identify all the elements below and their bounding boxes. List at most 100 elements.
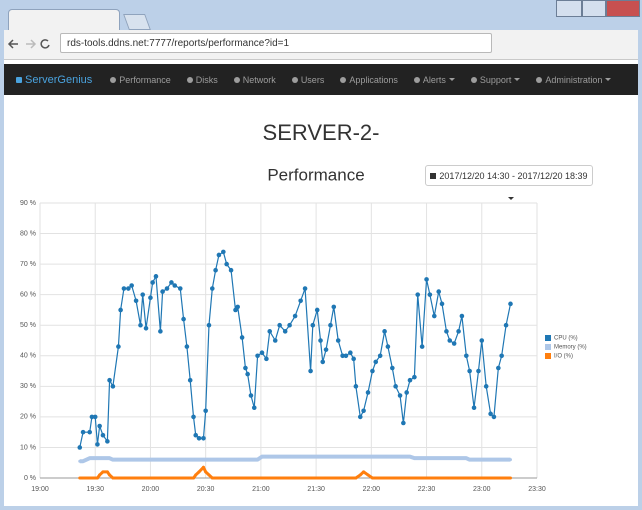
data-point (98, 456, 102, 460)
data-point (464, 456, 468, 460)
nav-item[interactable]: Alerts (413, 75, 455, 85)
data-point (390, 476, 394, 480)
nav-item[interactable]: Applications (340, 75, 398, 85)
data-point (405, 476, 409, 480)
data-point (357, 414, 363, 420)
data-point (273, 476, 277, 480)
nav-icon (110, 76, 117, 83)
nav-item[interactable]: Network (233, 75, 276, 85)
data-point (272, 338, 278, 343)
date-range-picker[interactable]: 2017/12/20 14:30 - 2017/12/20 18:39 (425, 165, 593, 200)
data-point (378, 455, 382, 459)
data-point (246, 458, 250, 462)
data-point (214, 458, 218, 462)
data-point (188, 458, 192, 462)
data-point (451, 341, 457, 346)
data-point (210, 458, 214, 462)
data-point (78, 476, 82, 480)
data-point (173, 458, 177, 462)
brand-text: ServerGenius (25, 73, 93, 86)
data-point (273, 455, 277, 459)
data-point (201, 458, 205, 462)
nav-item[interactable]: Performance (110, 75, 171, 85)
data-point (508, 476, 512, 480)
nav-icon (291, 76, 298, 83)
data-point (235, 304, 240, 310)
data-point (439, 301, 445, 307)
forward-button[interactable] (26, 39, 37, 49)
data-point (303, 476, 307, 480)
nav-item[interactable]: Administration (536, 75, 612, 85)
data-point (122, 458, 126, 462)
data-point (256, 458, 260, 462)
nav-icon (233, 76, 240, 83)
data-point (236, 476, 240, 480)
data-point (240, 458, 244, 462)
chart-title: Performance (267, 165, 364, 184)
data-point (332, 455, 336, 459)
data-point (246, 476, 250, 480)
minimize-button[interactable] (556, 0, 582, 17)
data-point (185, 458, 189, 462)
data-point (309, 455, 313, 459)
data-point (343, 353, 349, 359)
data-point (308, 368, 313, 374)
data-point (412, 476, 416, 480)
data-point (397, 393, 403, 398)
browser-tab[interactable] (8, 9, 120, 31)
data-point (383, 476, 387, 480)
data-point (358, 473, 362, 477)
address-bar[interactable]: rds-tools.ddns.net:7777/reports/performa… (60, 33, 492, 53)
data-point (90, 476, 94, 480)
back-button[interactable] (7, 39, 18, 49)
caret (448, 78, 455, 81)
nav-item[interactable]: Users (291, 75, 324, 85)
data-point (203, 408, 208, 414)
data-point (425, 476, 429, 480)
data-point (398, 455, 402, 459)
data-point (154, 458, 158, 462)
nav-label: Support (479, 74, 512, 85)
data-point (105, 456, 109, 460)
data-point (139, 458, 143, 462)
data-point (193, 432, 199, 438)
data-point (178, 458, 182, 462)
brand[interactable]: ServerGenius (16, 74, 92, 86)
data-point (468, 476, 472, 480)
nav-item[interactable]: Disks (186, 75, 218, 85)
data-point (401, 420, 406, 426)
close-button[interactable] (606, 0, 640, 17)
data-point (456, 329, 461, 334)
data-point (332, 476, 336, 480)
x-tick-label: 22:00 (363, 486, 381, 493)
data-point (161, 476, 165, 480)
data-point (460, 476, 464, 480)
data-point (252, 476, 256, 480)
data-point (457, 476, 461, 480)
data-point (293, 455, 297, 459)
maximize-button[interactable] (582, 0, 606, 17)
data-point (210, 476, 214, 480)
new-tab-button[interactable] (123, 14, 151, 30)
nav-icon (536, 76, 543, 83)
data-point (385, 344, 391, 349)
data-point (182, 458, 186, 462)
data-point (177, 286, 183, 291)
reload-button[interactable] (40, 39, 50, 49)
data-point (130, 476, 134, 480)
data-point (197, 470, 201, 474)
data-point (358, 455, 362, 459)
nav-label: Applications (349, 74, 398, 85)
data-point (264, 476, 268, 480)
data-point (188, 476, 192, 480)
caret (507, 197, 514, 200)
data-point (394, 476, 398, 480)
data-point (390, 365, 395, 371)
data-point (504, 458, 508, 462)
data-point (278, 455, 282, 459)
data-point (398, 476, 402, 480)
nav-item[interactable]: Support (470, 74, 521, 85)
data-point (432, 456, 436, 460)
toolbar: rds-tools.ddns.net:7777/reports/performa… (4, 30, 638, 60)
data-point (201, 435, 206, 441)
